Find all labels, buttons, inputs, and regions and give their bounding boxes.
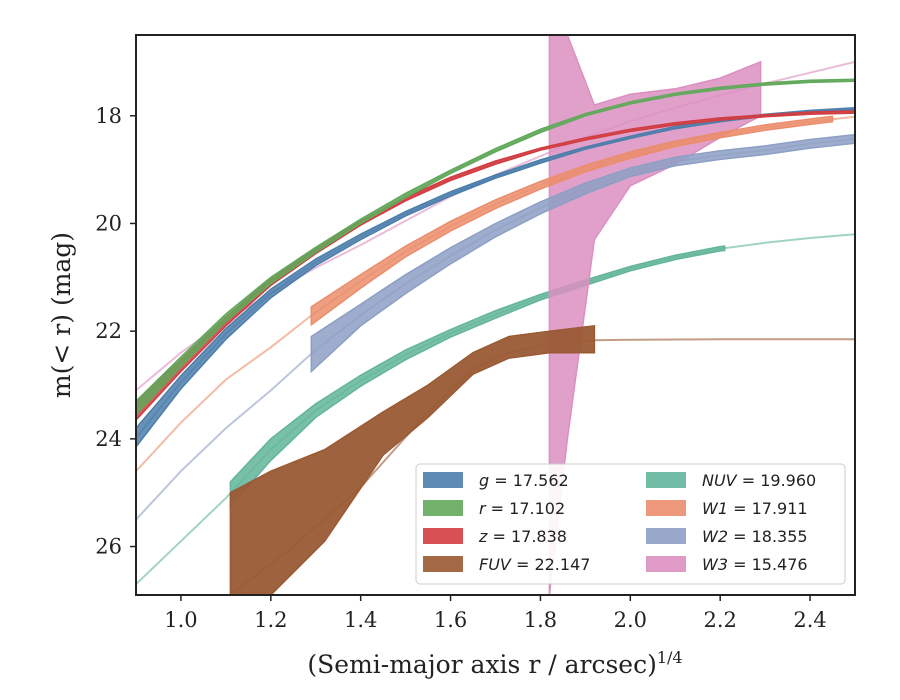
- x-tick-label: 2.0: [614, 608, 647, 632]
- legend-swatch: [423, 500, 463, 516]
- legend-label: W2 = 18.355: [702, 527, 808, 546]
- legend-series-value: = 22.147: [511, 555, 591, 574]
- legend-swatch: [646, 556, 686, 572]
- y-tick-label: 24: [95, 427, 122, 451]
- x-axis: 1.0 1.2 1.4 1.6 1.8 2.0 2.2 2.4: [164, 595, 827, 632]
- x-axis-label: (Semi-major axis r / arcsec)1/4: [307, 648, 682, 679]
- legend-swatch: [646, 528, 686, 544]
- legend-series-value: = 17.911: [728, 499, 808, 518]
- legend-label: NUV = 19.960: [702, 471, 816, 490]
- legend-series-value: = 17.562: [489, 471, 569, 490]
- x-tick-label: 1.8: [524, 608, 557, 632]
- legend-series-name: g: [479, 471, 489, 490]
- series-g-band: [136, 106, 855, 449]
- x-axis-label-exponent: 1/4: [657, 648, 683, 667]
- legend-entry-NUV: NUV = 19.960: [646, 471, 816, 490]
- legend-series-value: = 17.838: [487, 527, 567, 546]
- legend-swatch: [423, 556, 463, 572]
- legend-box: [415, 463, 846, 585]
- x-tick-label: 1.6: [434, 608, 467, 632]
- y-tick-label: 26: [95, 535, 122, 559]
- legend-series-name: W2: [702, 527, 728, 546]
- series-NUV-band: [229, 245, 726, 509]
- y-axis-label: m(< r) (mag): [47, 232, 76, 398]
- legend-series-value: = 15.476: [728, 555, 808, 574]
- series-r-band: [136, 78, 855, 416]
- legend-label: FUV = 22.147: [479, 555, 590, 574]
- y-tick-label: 20: [95, 211, 122, 235]
- legend-entry-z: z = 17.838: [423, 527, 567, 546]
- x-tick-label: 1.2: [254, 608, 287, 632]
- legend-swatch: [423, 472, 463, 488]
- legend-series-name: W3: [702, 555, 728, 574]
- x-tick-label: 2.2: [703, 608, 736, 632]
- legend-series-name: FUV: [479, 555, 512, 574]
- legend-swatch: [423, 528, 463, 544]
- legend-series-name: r: [479, 499, 487, 518]
- legend-series-name: NUV: [702, 471, 738, 490]
- y-tick-label: 18: [95, 104, 122, 128]
- series-W2-band: [310, 133, 855, 374]
- legend-label: r = 17.102: [479, 499, 565, 518]
- y-axis: 18 20 22 24 26: [95, 104, 136, 559]
- legend-entry-FUV: FUV = 22.147: [423, 555, 590, 574]
- legend-series-value: = 19.960: [737, 471, 817, 490]
- legend-swatch: [646, 472, 686, 488]
- x-tick-label: 1.4: [344, 608, 377, 632]
- legend-series-value: = 18.355: [728, 527, 808, 546]
- series-W1-band: [310, 115, 834, 327]
- legend-entry-r: r = 17.102: [423, 499, 565, 518]
- legend-entry-W2: W2 = 18.355: [646, 527, 808, 546]
- legend-label: W1 = 17.911: [702, 499, 808, 518]
- series-FUV-band: [229, 324, 596, 595]
- legend-series-name: z: [478, 527, 488, 546]
- legend-entry-W1: W1 = 17.911: [646, 499, 808, 518]
- legend-entry-W3: W3 = 15.476: [646, 555, 808, 574]
- plot-frame: [135, 34, 856, 596]
- legend-swatch: [646, 500, 686, 516]
- legend-series-value: = 17.102: [486, 499, 566, 518]
- x-axis-label-text: (Semi-major axis r / arcsec): [307, 650, 656, 679]
- legend-entry-g: g = 17.562: [423, 471, 569, 490]
- legend-label: g = 17.562: [479, 471, 569, 490]
- y-tick-label: 22: [95, 319, 122, 343]
- legend-series-name: W1: [702, 499, 728, 518]
- x-tick-label: 1.0: [164, 608, 197, 632]
- x-tick-label: 2.4: [793, 608, 826, 632]
- legend-label: z = 17.838: [478, 527, 567, 546]
- legend-label: W3 = 15.476: [702, 555, 808, 574]
- plot-area: [136, 35, 855, 595]
